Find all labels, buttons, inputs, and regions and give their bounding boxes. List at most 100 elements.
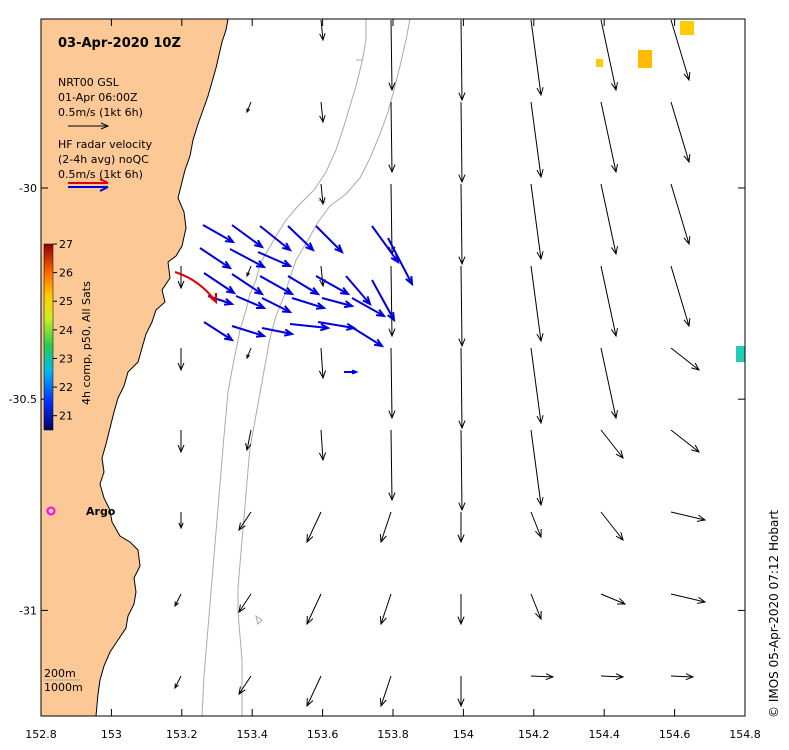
colorbar-tick-label: 26 — [59, 267, 73, 280]
model-arrow — [388, 265, 396, 338]
radar-arrow — [231, 325, 267, 338]
model-arrow — [670, 183, 691, 246]
radar-arrow — [259, 225, 293, 252]
credit-text: © IMOS 05-Apr-2020 07:12 Hobart — [767, 510, 781, 718]
radar-arrow — [231, 273, 265, 296]
sst-patch — [736, 346, 745, 362]
model-arrow — [530, 265, 544, 343]
x-tick-label: 154.8 — [729, 728, 761, 741]
bathymetry-label-1000m: 1000m — [44, 681, 83, 694]
model-arrow — [600, 673, 625, 681]
colorbar-ticks: 27 26 25 24 23 22 21 — [53, 238, 73, 423]
model-arrow — [530, 593, 542, 621]
model-arrow — [670, 19, 691, 82]
model-arrow — [245, 429, 252, 452]
model-arrow — [600, 511, 624, 542]
track-arrowhead — [208, 293, 217, 305]
x-tick-label: 153.4 — [236, 728, 268, 741]
model-arrow — [177, 348, 185, 372]
radar-arrow — [287, 225, 315, 252]
map-title: 03-Apr-2020 10Z — [58, 36, 181, 51]
colorbar-scale — [43, 243, 54, 431]
model-arrow — [530, 673, 555, 681]
model-arrow — [458, 265, 466, 348]
model-arrow — [600, 19, 618, 92]
model-arrow — [457, 594, 465, 626]
model-arrow — [246, 101, 252, 114]
model-arrow — [178, 512, 184, 530]
model-arrow — [238, 593, 252, 614]
model-arrow — [379, 593, 392, 626]
model-arrow — [238, 675, 252, 696]
radar-arrow — [287, 275, 321, 296]
legend-model-name: NRT00 GSL — [58, 76, 120, 89]
legend-radar-arrow — [68, 186, 109, 192]
model-arrow — [174, 593, 182, 608]
legend-model-arrow — [68, 122, 110, 130]
model-arrow — [306, 511, 322, 544]
model-arrow — [306, 593, 322, 626]
radar-arrow — [321, 297, 355, 309]
model-arrow — [670, 101, 691, 164]
radar-arrow — [231, 224, 265, 249]
sst-patch — [680, 21, 694, 35]
legend-radar-line2: (2-4h avg) noQC — [58, 153, 149, 166]
argo-float-marker — [46, 506, 56, 516]
model-arrow — [670, 673, 695, 681]
model-arrow — [319, 19, 326, 42]
model-arrow — [600, 593, 627, 605]
model-arrow — [600, 265, 618, 338]
model-arrow — [458, 347, 466, 430]
model-arrow — [318, 429, 327, 462]
x-tick-label: 153.2 — [166, 728, 198, 741]
radar-arrow — [345, 275, 372, 306]
radar-arrow — [315, 225, 344, 254]
x-tick-label: 153.6 — [307, 728, 339, 741]
model-arrow — [530, 429, 544, 507]
colorbar: 27 26 25 24 23 22 21 4h comp, p50, All Sats — [43, 238, 93, 431]
model-arrow — [530, 19, 544, 97]
model-arrow — [388, 19, 396, 92]
colorbar-tick-label: 22 — [59, 381, 73, 394]
radar-arrow — [202, 224, 236, 244]
y-tick-label: -30 — [19, 182, 37, 195]
radar-arrow — [291, 297, 327, 310]
model-arrow — [458, 101, 466, 184]
radar-arrow — [199, 247, 233, 270]
model-arrow — [379, 511, 392, 544]
radar-arrow — [235, 295, 267, 310]
model-arrow — [177, 430, 185, 454]
model-arrow — [670, 511, 707, 522]
colorbar-tick-label: 21 — [59, 410, 73, 423]
isobath-200m — [201, 19, 367, 716]
x-tick-label: 154.6 — [659, 728, 691, 741]
model-arrow — [600, 101, 618, 174]
radar-arrow — [261, 297, 293, 314]
model-arrow — [457, 512, 465, 544]
sst-patch — [596, 59, 603, 67]
model-arrow — [379, 675, 392, 708]
model-arrow — [600, 429, 624, 460]
legend-model-scale: 0.5m/s (1kt 6h) — [58, 106, 143, 119]
model-arrow — [388, 429, 396, 502]
model-arrow — [600, 347, 618, 420]
model-arrow — [457, 676, 465, 708]
radar-arrow — [387, 237, 414, 287]
radar-arrow — [344, 369, 359, 375]
model-arrow — [530, 511, 542, 539]
radar-arrow — [203, 321, 235, 342]
model-arrow — [458, 19, 466, 102]
bathymetry-label-200m: 200m — [44, 667, 76, 680]
model-arrow — [388, 347, 396, 420]
colorbar-tick-label: 27 — [59, 238, 73, 251]
x-tick-label: 154.4 — [588, 728, 620, 741]
colorbar-tick-label: 25 — [59, 295, 73, 308]
model-arrow — [319, 183, 326, 206]
legend-model-time: 01-Apr 06:00Z — [58, 91, 138, 104]
model-arrow — [388, 101, 396, 174]
model-arrow — [530, 347, 544, 425]
radar-arrow — [371, 279, 396, 323]
model-arrow — [530, 101, 544, 179]
model-arrow — [174, 675, 182, 690]
